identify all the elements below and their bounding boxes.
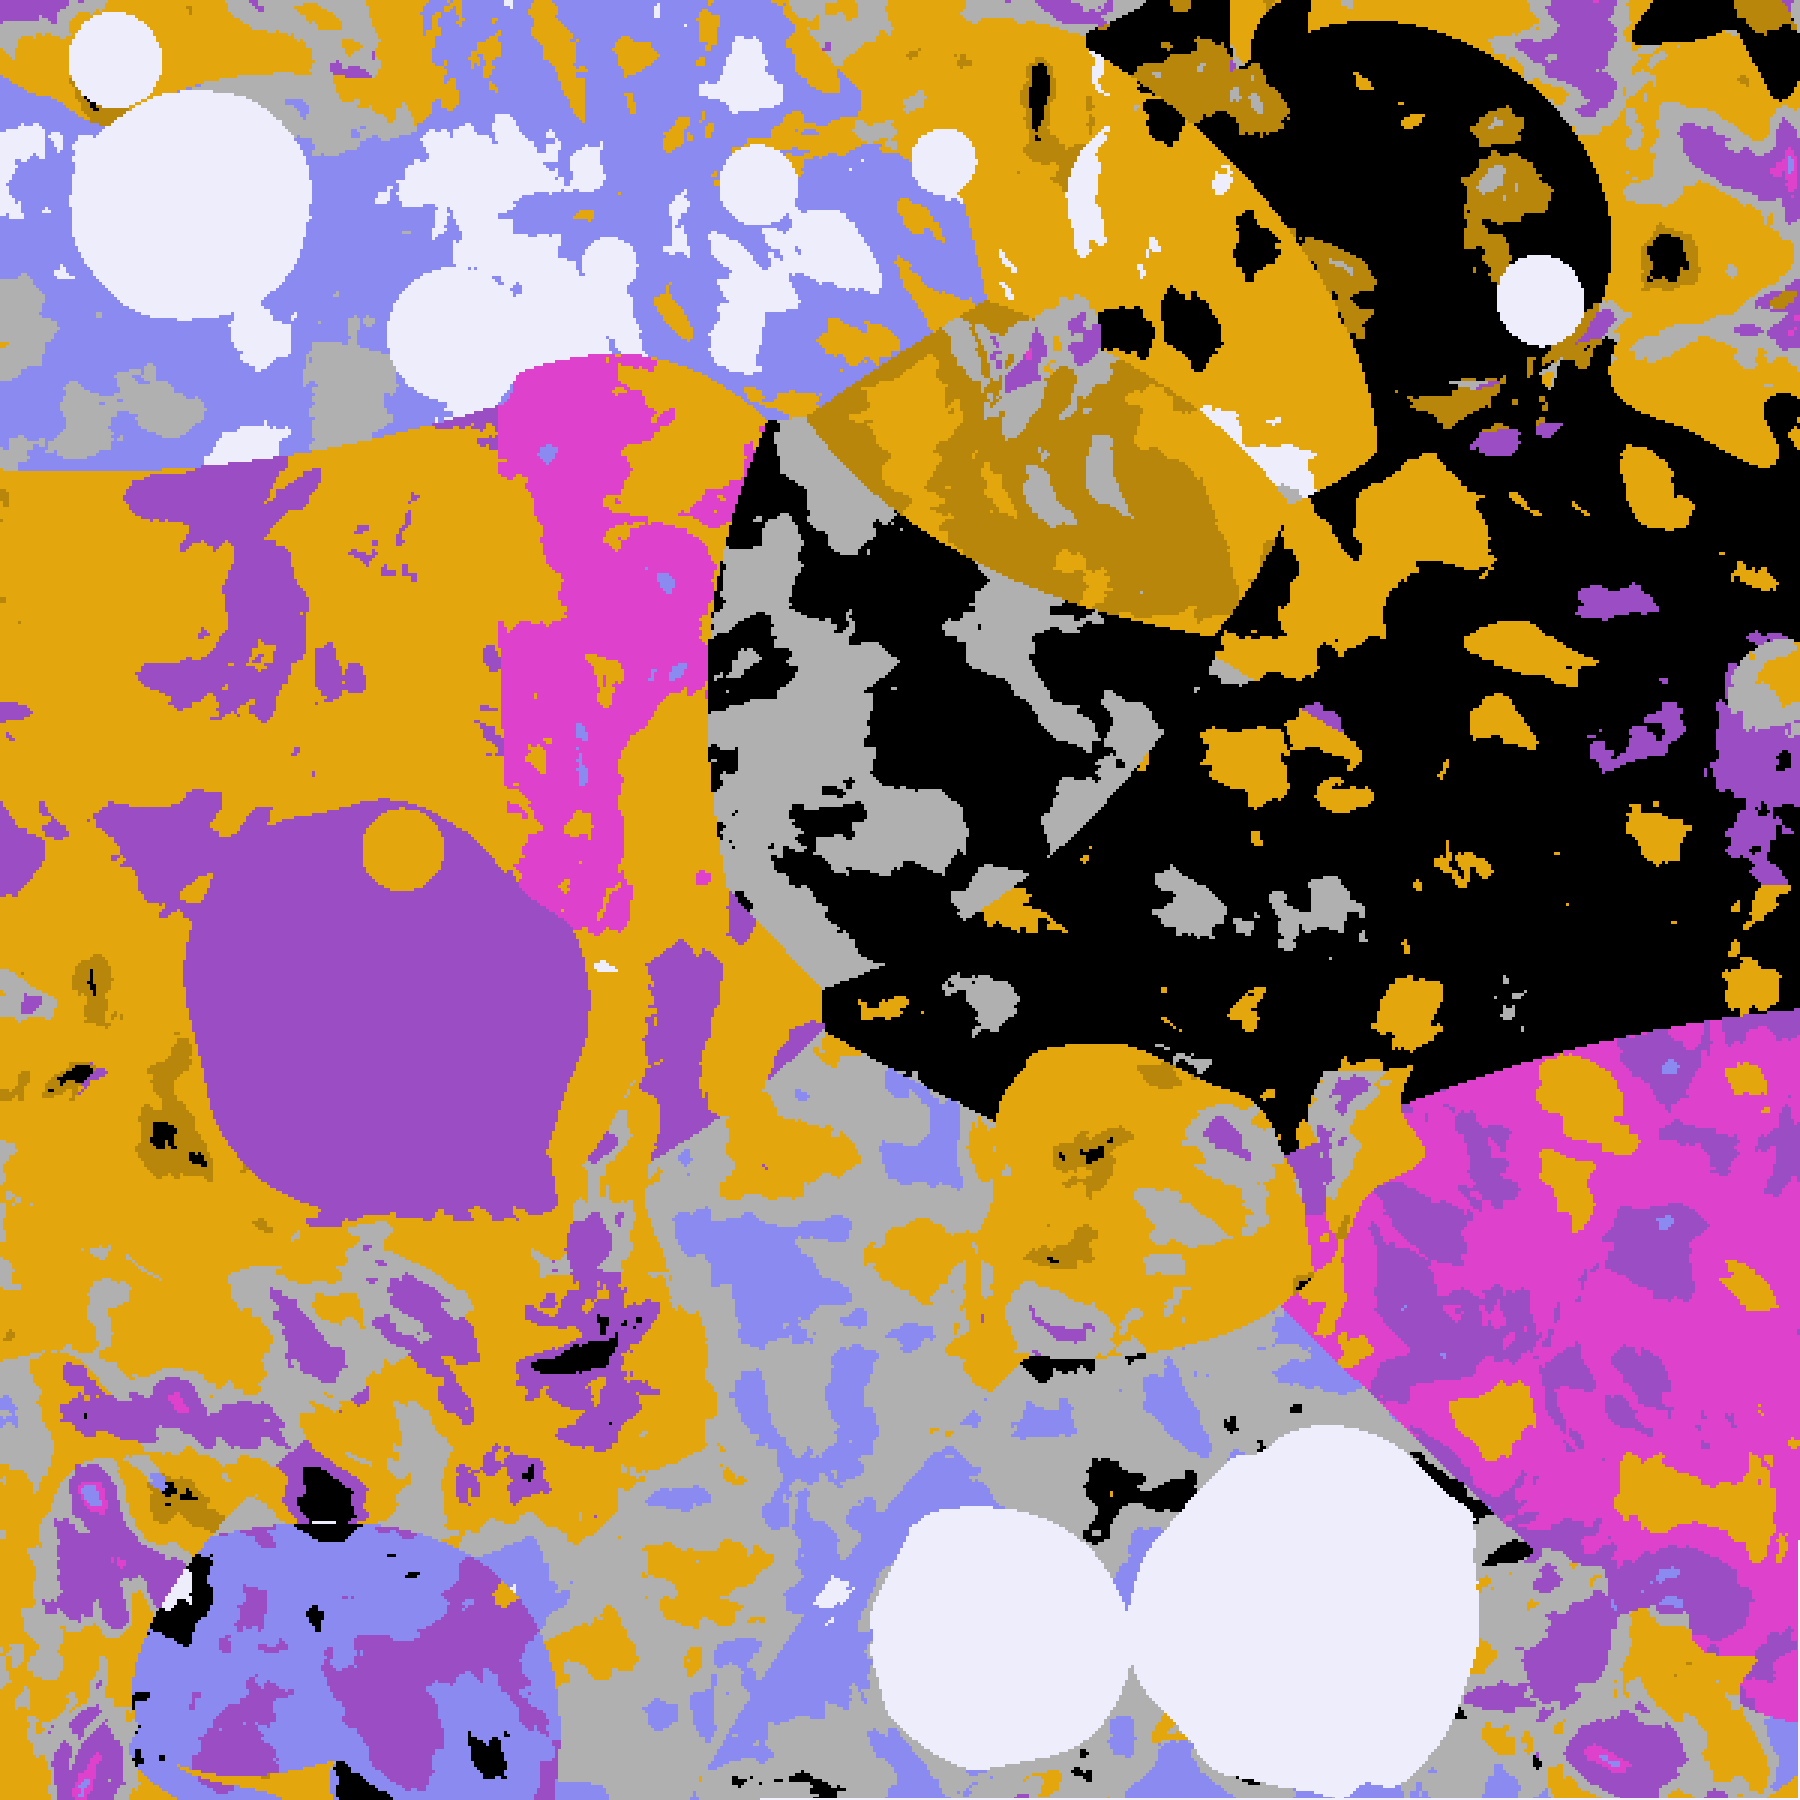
- satellite-image-viewport: Posterized false-color full-disk satelli…: [0, 0, 1800, 1800]
- false-color-satellite-canvas: [0, 0, 1800, 1800]
